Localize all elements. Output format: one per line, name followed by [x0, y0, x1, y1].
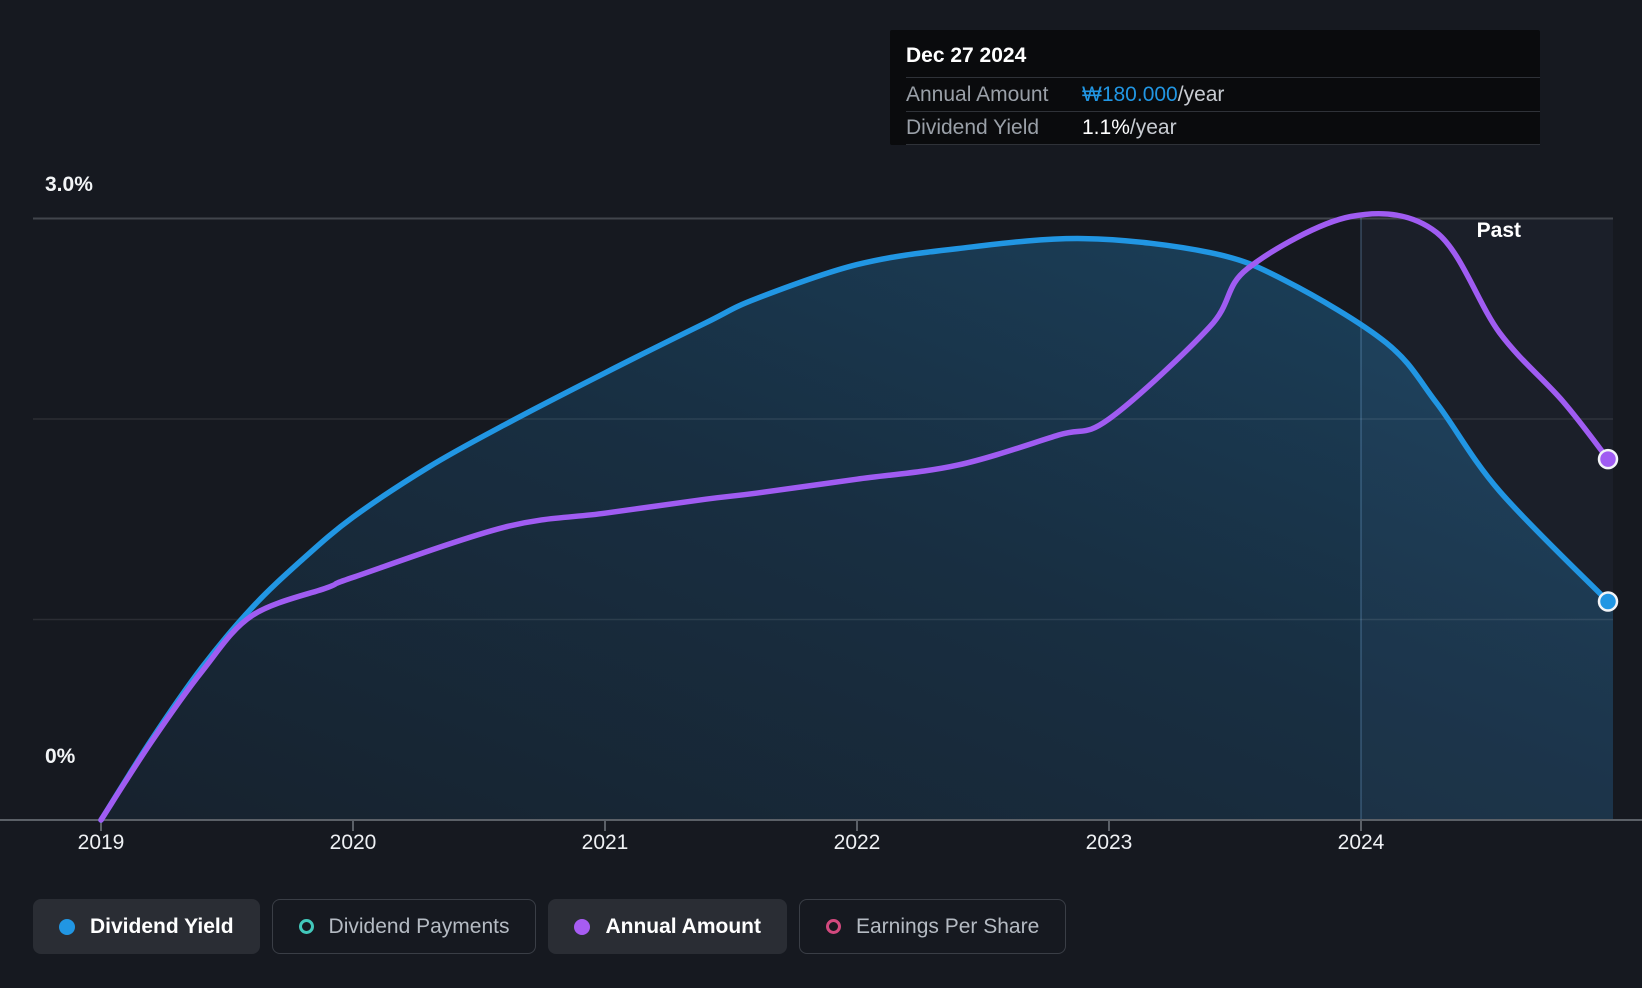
x-axis-label-2024: 2024	[1337, 831, 1385, 854]
legend-label: Annual Amount	[605, 914, 761, 938]
past-period-label: Past	[1476, 219, 1521, 242]
legend-toggle-annual-amount[interactable]: Annual Amount	[548, 899, 787, 954]
legend-toggle-earnings-per-share[interactable]: Earnings Per Share	[799, 899, 1067, 954]
legend-toggle-dividend-payments[interactable]: Dividend Payments	[271, 899, 537, 954]
dividend-yield-line[interactable]	[98, 235, 1611, 823]
tooltip-value-suffix: /year	[1177, 82, 1225, 106]
x-axis-label-2019: 2019	[77, 831, 125, 854]
legend-label: Dividend Payments	[328, 914, 510, 938]
x-axis-label-2023: 2023	[1085, 831, 1133, 854]
recent-period-highlight	[1361, 218, 1613, 820]
tooltip-row-annual-amount: Annual Amount ₩180.000 /year	[906, 77, 1540, 111]
y-axis-label-0pct: 0%	[45, 745, 76, 768]
tooltip-label: Dividend Yield	[906, 116, 1040, 139]
legend-label: Earnings Per Share	[856, 914, 1040, 938]
x-axis-label-2022: 2022	[833, 831, 881, 854]
purple-filled-dot-icon	[574, 918, 591, 935]
tooltip-value: 1.1%	[1082, 116, 1130, 139]
x-axis-label-2020: 2020	[329, 831, 377, 854]
blue-filled-dot-icon	[59, 918, 75, 935]
legend-label: Dividend Yield	[90, 914, 234, 938]
annual-amount-endpoint-marker[interactable]	[1597, 448, 1619, 470]
pink-ring-dot-icon	[826, 919, 841, 934]
legend-toggle-dividend-yield[interactable]: Dividend Yield	[33, 899, 260, 954]
y-axis-label-3pct: 3.0%	[45, 173, 93, 196]
annual-amount-line[interactable]	[98, 210, 1611, 823]
x-axis-label-2021: 2021	[581, 831, 629, 854]
teal-ring-dot-icon	[298, 919, 314, 934]
tooltip-date: Dec 27 2024	[906, 44, 1027, 67]
dividend-yield-area	[101, 238, 1613, 820]
x-axis-ticks	[100, 820, 1362, 831]
dividend-yield-endpoint-marker[interactable]	[1597, 591, 1619, 612]
tooltip-row-dividend-yield: Dividend Yield 1.1% /year	[906, 111, 1540, 145]
chart-tooltip: Dec 27 2024 Annual Amount ₩180.000 /year…	[890, 30, 1540, 145]
tooltip-label: Annual Amount	[906, 82, 1049, 106]
tooltip-value: ₩180.000	[1082, 82, 1178, 106]
chart-legend: Dividend Yield Dividend Payments Annual …	[33, 899, 1067, 954]
tooltip-value-suffix: /year	[1129, 116, 1177, 139]
